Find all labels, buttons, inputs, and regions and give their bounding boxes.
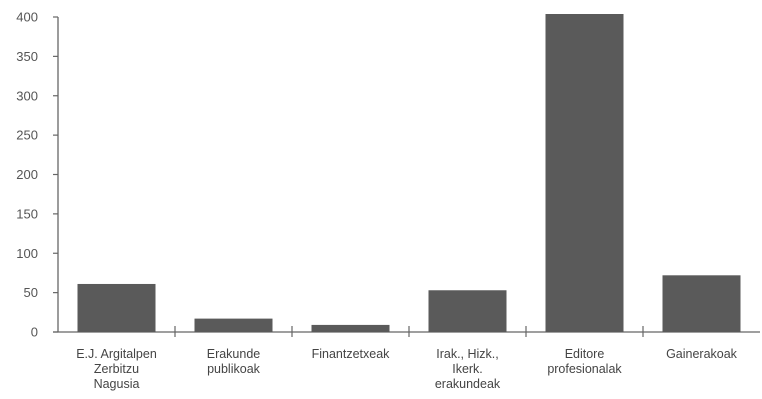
x-tick-label: Editore profesionalak bbox=[547, 347, 622, 376]
y-tick-label: 250 bbox=[16, 128, 38, 143]
y-tick-label: 350 bbox=[16, 49, 38, 64]
y-tick-label: 0 bbox=[31, 325, 38, 340]
bar-4 bbox=[428, 290, 507, 332]
x-tick-label: Erakunde publikoak bbox=[207, 347, 261, 376]
x-tick-label-line: Ikerk. bbox=[452, 362, 483, 376]
y-tick-label: 150 bbox=[16, 206, 38, 221]
x-tick-labels: E.J. Argitalpen Zerbitzu Nagusia Erakunde pu… bbox=[76, 347, 737, 391]
y-tick-label: 200 bbox=[16, 167, 38, 182]
x-tick-label-line: erakundeak bbox=[435, 377, 501, 391]
x-tick-label: Gainerakoak bbox=[666, 347, 738, 361]
x-tick-label-line: Erakunde bbox=[207, 347, 261, 361]
x-tick-label-line: E.J. Argitalpen bbox=[76, 347, 157, 361]
x-tick-label-line: Gainerakoak bbox=[666, 347, 738, 361]
bar-3 bbox=[311, 324, 390, 332]
bar-6 bbox=[662, 275, 741, 332]
y-axis: 0 50 100 150 200 250 300 350 400 bbox=[16, 10, 59, 340]
bar-5 bbox=[545, 14, 624, 332]
bar-1 bbox=[77, 283, 156, 332]
x-tick-label-line: publikoak bbox=[207, 362, 261, 376]
y-tick-label: 400 bbox=[16, 10, 38, 25]
x-tick-label-line: profesionalak bbox=[547, 362, 622, 376]
x-tick-label: E.J. Argitalpen Zerbitzu Nagusia bbox=[76, 347, 157, 391]
x-tick-label-line: Nagusia bbox=[94, 377, 140, 391]
bars bbox=[77, 14, 741, 332]
x-tick-label: Finantzetxeak bbox=[312, 347, 391, 361]
x-axis bbox=[53, 326, 760, 337]
x-tick-label-line: Zerbitzu bbox=[94, 362, 139, 376]
x-tick-label-line: Irak., Hizk., bbox=[436, 347, 499, 361]
y-tick-label: 300 bbox=[16, 88, 38, 103]
y-tick-label: 50 bbox=[24, 285, 38, 300]
y-tick-label: 100 bbox=[16, 246, 38, 261]
bar-2 bbox=[194, 318, 273, 332]
x-tick-label-line: Editore bbox=[565, 347, 605, 361]
x-tick-label: Irak., Hizk., Ikerk. erakundeak bbox=[435, 347, 501, 391]
x-tick-label-line: Finantzetxeak bbox=[312, 347, 391, 361]
